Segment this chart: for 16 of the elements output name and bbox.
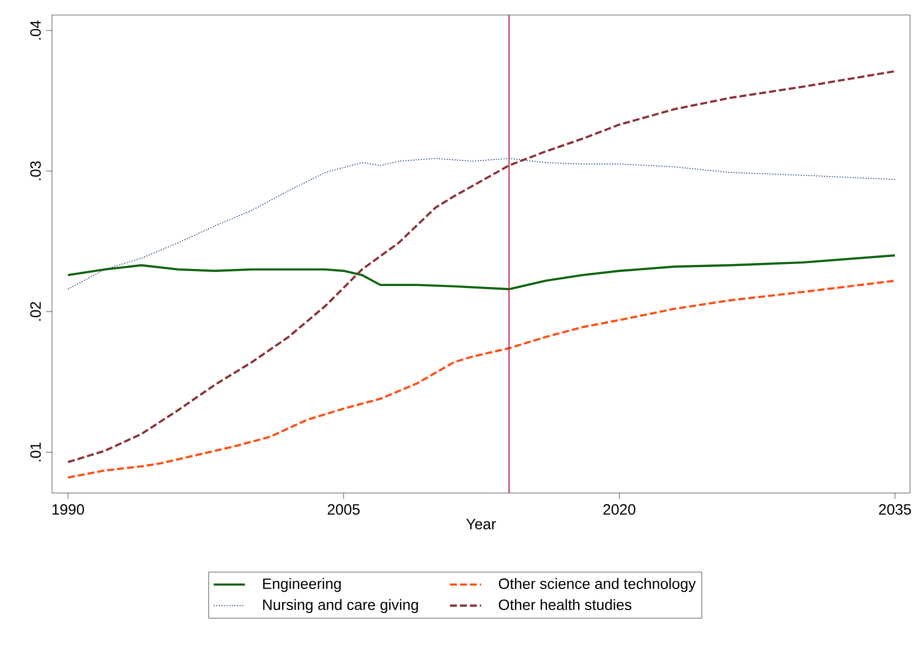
x-tick-label: 2035 xyxy=(879,504,911,515)
x-tick-label: 2020 xyxy=(603,504,636,515)
y-tick-label: .03 xyxy=(30,161,41,180)
line-series xyxy=(66,70,896,464)
x-tick-label: 1990 xyxy=(52,504,84,515)
y-tick-label: .02 xyxy=(30,302,41,321)
x-axis-title: Year xyxy=(466,518,496,530)
line-series xyxy=(67,158,896,290)
legend-label: Engineering xyxy=(263,578,341,592)
line-series xyxy=(66,280,896,479)
legend-label: Other science and technology xyxy=(498,578,696,592)
x-tick-label: 2005 xyxy=(328,504,360,515)
y-tick-label: .04 xyxy=(30,20,41,40)
legend-label: Other health studies xyxy=(498,599,632,610)
legend-label: Nursing and care giving xyxy=(263,599,418,614)
y-tick-label: .01 xyxy=(30,442,41,462)
